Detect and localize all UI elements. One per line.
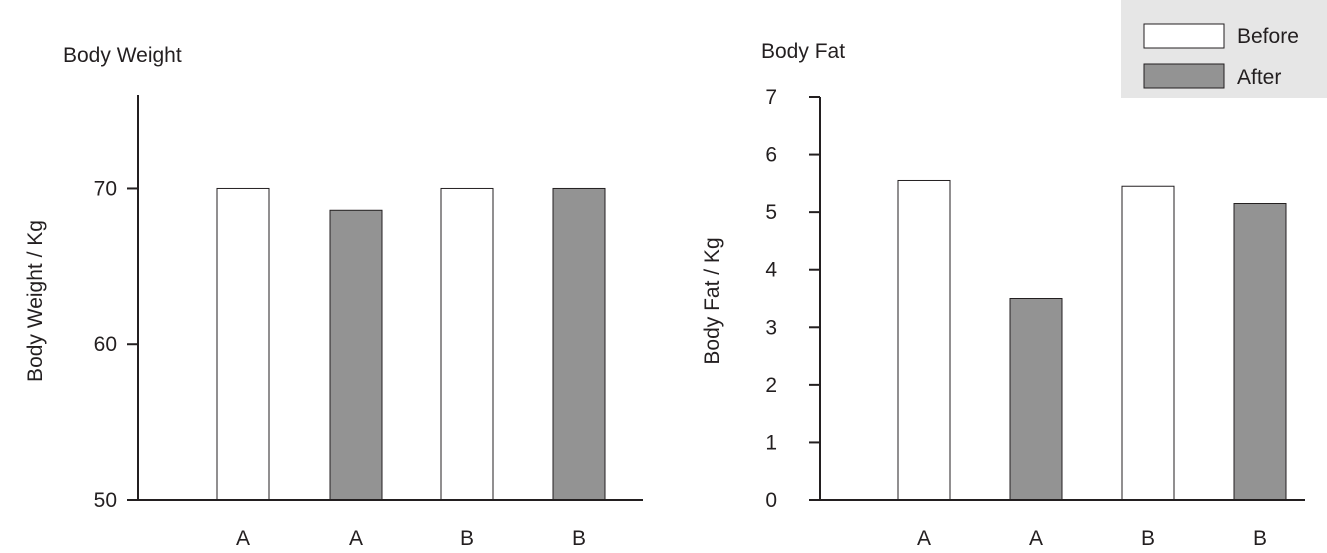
y-tick-label: 70 [94, 177, 117, 200]
y-tick-label: 5 [765, 201, 777, 224]
body-fat-chart: Body Fat Body Fat / Kg 0 1 2 3 4 5 6 7 A A B B [701, 40, 1305, 550]
x-tick-label: B [460, 527, 474, 550]
y-tick-label: 0 [765, 489, 777, 512]
x-tick-label: A [349, 527, 363, 550]
y-axis-label: Body Weight / Kg [24, 220, 47, 382]
x-tick-label: B [1253, 527, 1267, 550]
y-tick-label: 50 [94, 489, 117, 512]
bar-before-a [897, 179, 951, 501]
legend-swatch-after [1143, 63, 1225, 89]
body-weight-chart: Body Weight Body Weight / Kg 50 60 70 A A B B [24, 44, 643, 550]
bar-after-a [329, 209, 383, 501]
x-tick-label: B [1141, 527, 1155, 550]
y-axis-label: Body Fat / Kg [701, 237, 724, 364]
y-tick-label: 3 [765, 316, 777, 339]
y-tick-label: 2 [765, 374, 777, 397]
chart-title: Body Weight [63, 44, 182, 67]
bar-after-a [1009, 298, 1063, 501]
x-tick-label: B [572, 527, 586, 550]
x-tick-label: A [236, 527, 250, 550]
chart-title: Body Fat [761, 40, 845, 63]
bars [216, 187, 606, 501]
bar-before-b [1121, 185, 1175, 501]
legend-label-before: Before [1237, 25, 1299, 48]
bar-after-b [1233, 203, 1287, 501]
legend-swatch-before [1143, 23, 1225, 49]
bars [897, 179, 1287, 501]
x-tick-label: A [917, 527, 931, 550]
y-axis: 50 60 70 [94, 95, 139, 512]
bar-before-a [216, 187, 270, 501]
bar-before-b [440, 187, 494, 501]
y-tick-label: 60 [94, 333, 117, 356]
legend-label-after: After [1237, 66, 1281, 89]
y-tick-label: 1 [765, 431, 777, 454]
y-tick-label: 6 [765, 144, 777, 167]
y-tick-label: 7 [765, 86, 777, 109]
y-tick-label: 4 [765, 259, 777, 282]
legend: Before After [1121, 0, 1327, 98]
y-axis: 0 1 2 3 4 5 6 7 [765, 86, 821, 512]
x-tick-label: A [1029, 527, 1043, 550]
bar-after-b [552, 187, 606, 501]
